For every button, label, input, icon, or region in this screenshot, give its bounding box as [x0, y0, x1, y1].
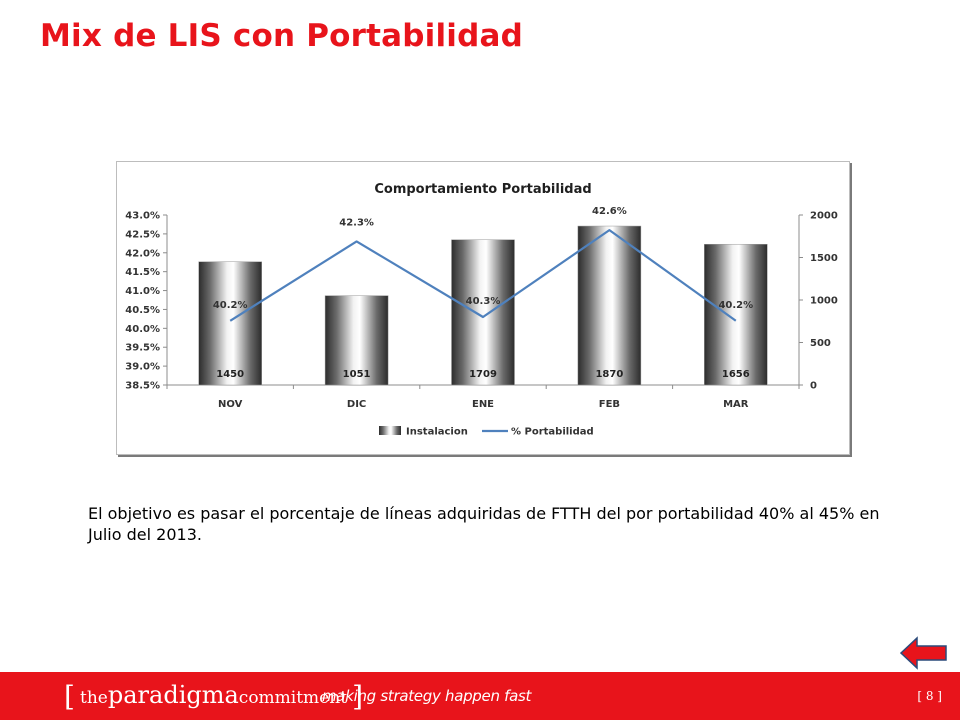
chart-title: Comportamiento Portabilidad: [374, 182, 591, 197]
left-tick-label: 41.0%: [125, 286, 160, 297]
portability-chart: Comportamiento Portabilidad 43.0% 42.5% 42.…: [116, 161, 850, 455]
right-tick-label: 1500: [810, 253, 838, 264]
bar-value-label: 1709: [469, 369, 497, 380]
bar-ene: [451, 239, 515, 386]
bar-dic: [324, 295, 389, 386]
right-tick-label: 2000: [810, 211, 838, 222]
left-tick-label: 38.5%: [125, 381, 160, 392]
chart-canvas: Comportamiento Portabilidad 43.0% 42.5% 42.…: [125, 182, 838, 438]
left-tick-label: 42.5%: [125, 229, 160, 240]
category-label: ENE: [472, 399, 494, 410]
left-tick-label: 42.0%: [125, 248, 160, 259]
brand-commitment: commitment: [238, 688, 348, 708]
category-label: DIC: [347, 399, 366, 410]
brand-logo: [ theparadigmacommitment ]: [64, 680, 363, 713]
category-label: NOV: [218, 399, 243, 410]
right-tick-label: 500: [810, 338, 831, 349]
line-value-label: 40.2%: [213, 300, 248, 311]
left-tick-label: 39.0%: [125, 362, 160, 373]
bar-nov: [198, 261, 262, 386]
left-tick-label: 39.5%: [125, 343, 160, 354]
legend-line-label: % Portabilidad: [511, 427, 594, 438]
bar-value-label: 1870: [595, 369, 623, 380]
bar-value-label: 1450: [216, 369, 244, 380]
left-tick-label: 40.5%: [125, 305, 160, 316]
line-value-label: 40.3%: [466, 296, 501, 307]
right-tick-label: 1000: [810, 296, 838, 307]
bar-value-label: 1656: [722, 369, 750, 380]
portability-line: [229, 229, 737, 322]
category-label: FEB: [599, 399, 620, 410]
left-tick-label: 41.5%: [125, 267, 160, 278]
left-tick-label: 43.0%: [125, 211, 160, 222]
legend-bar-swatch: [379, 426, 401, 435]
objective-text: El objetivo es pasar el porcentaje de lí…: [88, 504, 880, 544]
brand-paradigma: paradigma: [107, 681, 239, 709]
right-tick-label: 0: [810, 381, 817, 392]
bar-feb: [577, 225, 642, 386]
category-label: MAR: [723, 399, 749, 410]
bar-mar: [704, 243, 768, 386]
line-value-label: 42.3%: [339, 217, 374, 228]
brand-bracket-close: ]: [352, 680, 364, 713]
brand-tagline: making strategy happen fast: [322, 687, 532, 705]
line-value-label: 40.2%: [718, 300, 753, 311]
bar-value-label: 1051: [343, 369, 371, 380]
footer-bar: [ theparadigmacommitment ] making strate…: [0, 672, 960, 720]
page-number: [ 8 ]: [917, 689, 942, 703]
slide-title: Mix de LIS con Portabilidad: [40, 18, 524, 54]
left-tick-label: 40.0%: [125, 324, 160, 335]
brand-bracket-open: [: [64, 680, 75, 713]
back-arrow-icon[interactable]: [900, 636, 948, 670]
brand-the: the: [80, 688, 108, 708]
legend-bar-label: Instalacion: [406, 427, 468, 438]
line-value-label: 42.6%: [592, 206, 627, 217]
